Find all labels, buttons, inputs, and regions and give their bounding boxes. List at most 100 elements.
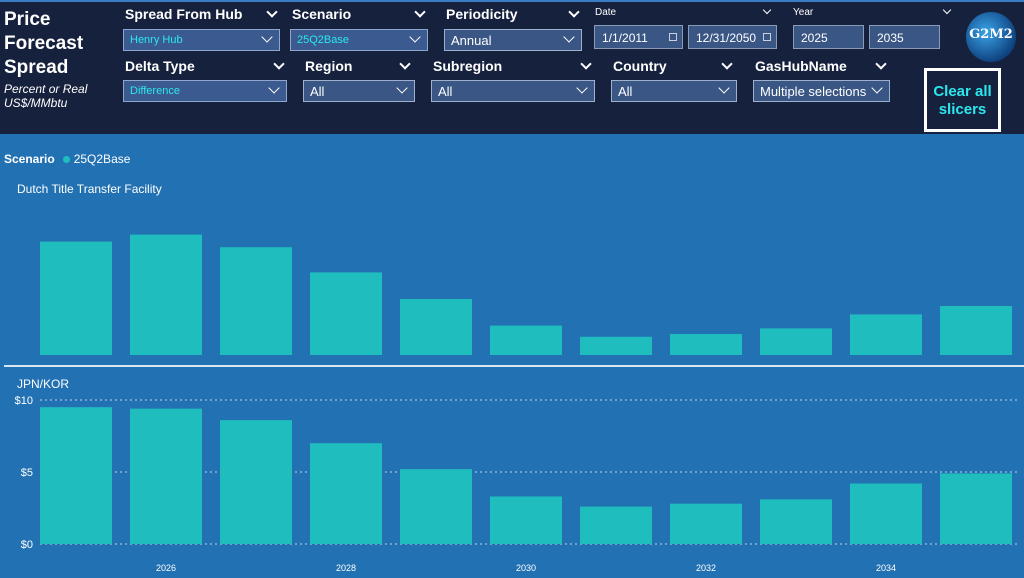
chevron-down-icon	[261, 31, 273, 43]
bar-ttf-2030[interactable]	[490, 325, 562, 355]
bar-jpnkor-2035[interactable]	[940, 473, 1012, 544]
chevron-down-icon[interactable]	[721, 58, 733, 70]
region-label: Region	[305, 58, 353, 74]
calendar-icon[interactable]	[669, 33, 677, 41]
page-subtitle: Percent or Real US$/MMbtu	[4, 82, 87, 110]
chevron-down-icon[interactable]	[399, 58, 411, 70]
spread-from-hub-label: Spread From Hub	[125, 6, 243, 22]
chevron-down-icon	[409, 31, 421, 43]
gashubname-label: GasHubName	[755, 58, 847, 74]
region-dropdown[interactable]: All	[303, 80, 415, 102]
bar-jpnkor-2029[interactable]	[400, 469, 472, 544]
year-label: Year	[793, 7, 814, 18]
dropdown-value: All	[310, 84, 325, 99]
clear-all-slicers-button[interactable]: Clear all slicers	[924, 68, 1001, 132]
clear-button-line: slicers	[938, 101, 987, 118]
bar-ttf-2031[interactable]	[580, 336, 652, 355]
chevron-down-icon[interactable]	[580, 58, 592, 70]
bar-jpnkor-2030[interactable]	[490, 496, 562, 544]
title-line: Spread	[4, 57, 69, 78]
bar-jpnkor-2028[interactable]	[310, 443, 382, 544]
bar-ttf-2027[interactable]	[220, 247, 292, 355]
dropdown-value: Henry Hub	[130, 34, 183, 46]
jpn-kor-bar-chart: $0 $5 $10 2026 2028 2030 2032 2034	[15, 395, 1020, 573]
bar-ttf-2028[interactable]	[310, 272, 382, 355]
chevron-down-icon[interactable]	[762, 5, 772, 15]
logo-text: G2M2	[969, 27, 1013, 42]
chevron-down-icon[interactable]	[568, 6, 580, 18]
date-end-input[interactable]: 12/31/2050	[688, 25, 777, 49]
scenario-label: Scenario	[292, 6, 352, 22]
chart-title-jpn-kor: JPN/KOR	[17, 377, 70, 391]
delta-type-dropdown[interactable]: Difference	[123, 80, 287, 102]
bar-jpnkor-2025[interactable]	[40, 407, 112, 544]
country-dropdown[interactable]: All	[611, 80, 737, 102]
year-start-input[interactable]: 2025	[793, 25, 864, 49]
spread-from-hub-dropdown[interactable]: Henry Hub	[123, 29, 280, 51]
chevron-down-icon	[396, 82, 408, 94]
bar-ttf-2034[interactable]	[850, 314, 922, 355]
legend-dot-icon	[62, 155, 70, 163]
bar-ttf-2025[interactable]	[40, 241, 112, 355]
periodicity-label: Periodicity	[446, 6, 518, 22]
periodicity-dropdown[interactable]: Annual	[444, 29, 582, 51]
bar-jpnkor-2026[interactable]	[130, 408, 202, 544]
chevron-down-icon	[268, 82, 280, 94]
chevron-down-icon[interactable]	[266, 6, 278, 18]
subregion-label: Subregion	[433, 58, 503, 74]
legend-title: Scenario	[4, 152, 55, 166]
bar-jpnkor-2032[interactable]	[670, 503, 742, 544]
legend-item[interactable]: 25Q2Base	[73, 152, 131, 166]
date-end-value: 12/31/2050	[696, 31, 757, 45]
dropdown-value: All	[438, 84, 453, 99]
date-label: Date	[595, 7, 617, 18]
delta-type-label: Delta Type	[125, 58, 195, 74]
chart-legend: Scenario 25Q2Base	[4, 152, 130, 166]
year-end-value: 2035	[877, 31, 904, 45]
bar-ttf-2026[interactable]	[130, 234, 202, 355]
x-tick-label: 2026	[156, 563, 176, 573]
bar-jpnkor-2031[interactable]	[580, 506, 652, 544]
bar-ttf-2029[interactable]	[400, 299, 472, 355]
gashubname-dropdown[interactable]: Multiple selections	[753, 80, 890, 102]
bar-jpnkor-2027[interactable]	[220, 420, 292, 544]
date-start-value: 1/1/2011	[602, 31, 648, 45]
dropdown-value: All	[618, 84, 633, 99]
y-tick-label: $0	[21, 539, 33, 551]
chevron-down-icon	[871, 82, 883, 94]
x-tick-label: 2028	[336, 563, 356, 573]
chevron-down-icon[interactable]	[875, 58, 887, 70]
bar-ttf-2032[interactable]	[670, 334, 742, 355]
bar-jpnkor-2033[interactable]	[760, 499, 832, 544]
dropdown-value: 25Q2Base	[297, 34, 349, 46]
dropdown-value: Difference	[130, 85, 180, 97]
date-start-input[interactable]: 1/1/2011	[594, 25, 683, 49]
dropdown-value: Multiple selections	[760, 84, 867, 99]
x-tick-label: 2032	[696, 563, 716, 573]
chevron-down-icon	[718, 82, 730, 94]
chevron-down-icon[interactable]	[942, 5, 952, 15]
chart-divider	[4, 365, 1024, 367]
calendar-icon[interactable]	[763, 33, 771, 41]
title-line: Forecast	[4, 33, 84, 54]
clear-button-line: Clear all	[933, 83, 992, 100]
subregion-dropdown[interactable]: All	[431, 80, 595, 102]
dropdown-value: Annual	[451, 33, 492, 48]
bar-jpnkor-2034[interactable]	[850, 483, 922, 544]
chevron-down-icon[interactable]	[414, 6, 426, 18]
year-end-input[interactable]: 2035	[869, 25, 940, 49]
subtitle-line: Percent or Real	[4, 82, 88, 96]
x-tick-label: 2034	[876, 563, 896, 573]
subtitle-line: US$/MMbtu	[4, 96, 68, 110]
country-label: Country	[613, 58, 667, 74]
chevron-down-icon	[576, 82, 588, 94]
year-start-value: 2025	[801, 31, 828, 45]
scenario-dropdown[interactable]: 25Q2Base	[290, 29, 428, 51]
x-tick-label: 2030	[516, 563, 536, 573]
bar-ttf-2033[interactable]	[760, 328, 832, 355]
bar-ttf-2035[interactable]	[940, 306, 1012, 355]
chevron-down-icon	[563, 31, 575, 43]
filter-pane: Price Forecast Spread Percent or Real US…	[0, 0, 1024, 134]
title-line: Price	[4, 9, 51, 30]
chevron-down-icon[interactable]	[273, 58, 285, 70]
